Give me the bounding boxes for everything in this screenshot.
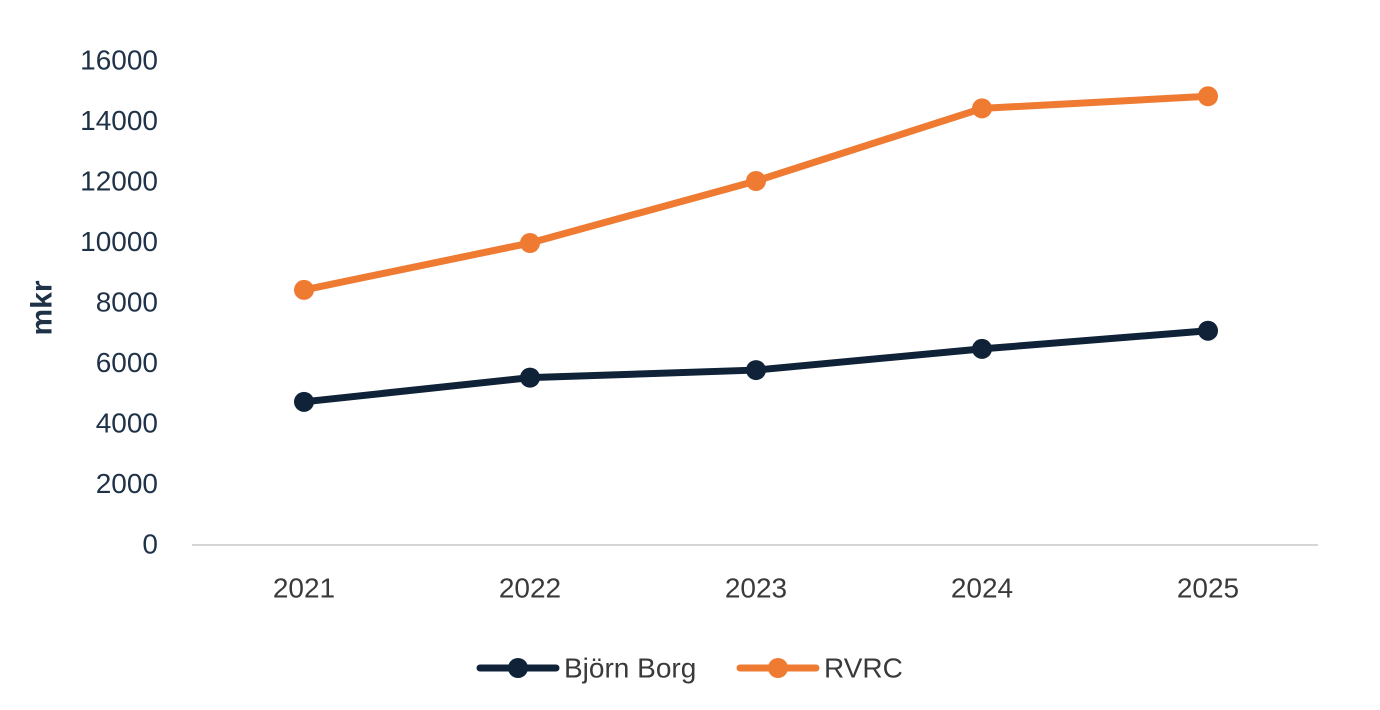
x-tick-label: 2021 (273, 573, 335, 604)
data-point (972, 98, 992, 119)
y-tick-label: 10000 (80, 226, 158, 257)
x-tick-label: 2022 (499, 573, 561, 604)
y-tick-label: 2000 (96, 468, 158, 499)
data-point (1198, 86, 1218, 107)
legend-item: RVRC (736, 653, 903, 684)
y-tick-label: 4000 (96, 408, 158, 439)
legend-label: Björn Borg (564, 653, 696, 684)
y-axis-title: mkr (26, 280, 59, 335)
legend-item: Björn Borg (476, 653, 696, 684)
y-tick-label: 14000 (80, 105, 158, 136)
y-tick-label: 12000 (80, 166, 158, 197)
data-point (520, 233, 540, 254)
series-rvrc (294, 86, 1218, 300)
legend-label: RVRC (824, 653, 903, 684)
series-bj-rn-borg (294, 320, 1218, 412)
series-line (300, 92, 1212, 294)
data-point (1198, 320, 1218, 341)
series-layer (294, 86, 1218, 412)
data-point (294, 391, 314, 412)
data-point (972, 338, 992, 359)
legend-marker (508, 658, 528, 678)
x-tick-label: 2023 (725, 573, 787, 604)
y-tick-label: 8000 (96, 287, 158, 318)
legend: Björn Borg RVRC (476, 653, 903, 684)
y-tick-label: 6000 (96, 347, 158, 378)
x-tick-label: 2024 (951, 573, 1013, 604)
y-tick-label: 0 (142, 529, 158, 560)
data-point (746, 171, 766, 191)
data-point (294, 279, 314, 300)
legend-marker (768, 658, 788, 678)
x-axis-ticks: 2021 2022 2023 2024 2025 (273, 573, 1239, 604)
y-tick-label: 16000 (80, 45, 158, 76)
y-axis-ticks: 0 2000 4000 6000 8000 10000 12000 14000 16000 (80, 45, 158, 560)
data-point (520, 367, 540, 388)
data-point (746, 360, 766, 381)
x-tick-label: 2025 (1177, 573, 1239, 604)
